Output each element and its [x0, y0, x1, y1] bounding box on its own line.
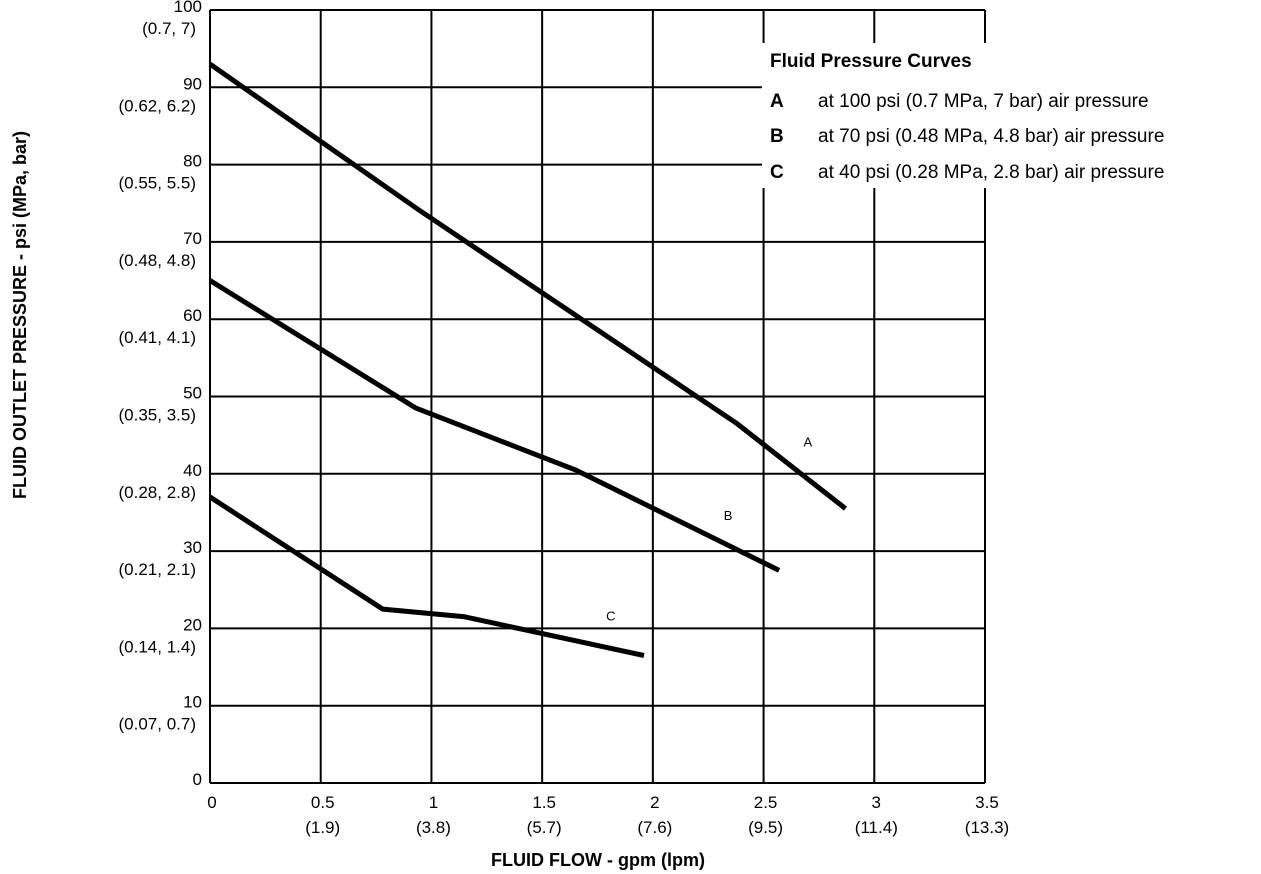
y-tick-sublabel: (0.07, 0.7) — [119, 715, 197, 734]
y-tick-label: 20 — [183, 615, 202, 634]
x-tick-label: 2 — [650, 793, 659, 812]
x-tick-sublabel: (7.6) — [637, 818, 672, 837]
y-tick-sublabel: (0.21, 2.1) — [119, 560, 197, 579]
y-tick-label: 80 — [183, 152, 202, 171]
y-tick-sublabel: (0.55, 5.5) — [119, 174, 197, 193]
y-axis-ticks: 100(0.7, 7)90(0.62, 6.2)80(0.55, 5.5)70(… — [119, 0, 203, 789]
x-tick-sublabel: (1.9) — [305, 818, 340, 837]
x-tick-sublabel: (9.5) — [748, 818, 783, 837]
series-lines — [208, 62, 848, 658]
y-tick-sublabel: (0.48, 4.8) — [119, 251, 197, 270]
y-axis-title: FLUID OUTLET PRESSURE - psi (MPa, bar) — [10, 131, 30, 499]
y-tick-sublabel: (0.35, 3.5) — [119, 406, 197, 425]
x-tick-label: 3 — [872, 793, 881, 812]
curve-label-b: B — [724, 508, 733, 523]
legend-title: Fluid Pressure Curves — [770, 51, 972, 72]
legend-key-a: A — [770, 91, 784, 112]
curve-label-c: C — [606, 609, 615, 624]
legend-text-a: at 100 psi (0.7 MPa, 7 bar) air pressure — [818, 91, 1149, 112]
y-tick-label: 100 — [174, 0, 202, 16]
x-tick-sublabel: (5.7) — [527, 818, 562, 837]
x-tick-sublabel: (13.3) — [965, 818, 1009, 837]
y-tick-label: 30 — [183, 538, 202, 557]
legend: Fluid Pressure Curves A at 100 psi (0.7 … — [770, 51, 1164, 183]
x-axis-ticks: 0 0.5 (1.9) 1 (3.8) 1.5 (5.7) 2 (7.6) 2.5 (9.5) 3 (1… — [207, 793, 1009, 837]
series-line-b — [208, 278, 781, 573]
y-tick-label: 0 — [193, 770, 202, 789]
y-tick-label: 60 — [183, 306, 202, 325]
y-tick-label: 70 — [183, 229, 202, 248]
y-tick-label: 90 — [183, 74, 202, 93]
x-axis-title: FLUID FLOW - gpm (lpm) — [491, 850, 705, 870]
y-tick-sublabel: (0.41, 4.1) — [119, 328, 197, 347]
x-tick-label: 3.5 — [975, 793, 999, 812]
y-tick-sublabel: (0.28, 2.8) — [119, 483, 197, 502]
x-tick-label: 2.5 — [754, 793, 778, 812]
x-tick-sublabel: (11.4) — [855, 818, 898, 837]
legend-text-b: at 70 psi (0.48 MPa, 4.8 bar) air pressu… — [818, 126, 1164, 147]
legend-key-b: B — [770, 126, 784, 147]
x-tick-label: 0 — [207, 793, 216, 812]
series-line-a — [208, 62, 848, 511]
curve-labels: A B C — [606, 435, 812, 624]
x-tick-sublabel: (3.8) — [416, 818, 451, 837]
series-line-c — [208, 494, 645, 658]
y-tick-sublabel: (0.62, 6.2) — [119, 96, 197, 115]
y-tick-sublabel: (0.7, 7) — [142, 19, 196, 38]
curve-label-a: A — [804, 435, 813, 450]
x-tick-label: 0.5 — [311, 793, 335, 812]
x-tick-label: 1.5 — [532, 793, 556, 812]
legend-text-c: at 40 psi (0.28 MPa, 2.8 bar) air pressu… — [818, 162, 1164, 183]
y-tick-label: 40 — [183, 461, 202, 480]
x-tick-label: 1 — [429, 793, 438, 812]
legend-background — [762, 43, 1256, 188]
y-tick-label: 50 — [183, 384, 202, 403]
legend-key-c: C — [770, 162, 784, 183]
y-tick-sublabel: (0.14, 1.4) — [119, 637, 197, 656]
y-tick-label: 10 — [183, 693, 202, 712]
